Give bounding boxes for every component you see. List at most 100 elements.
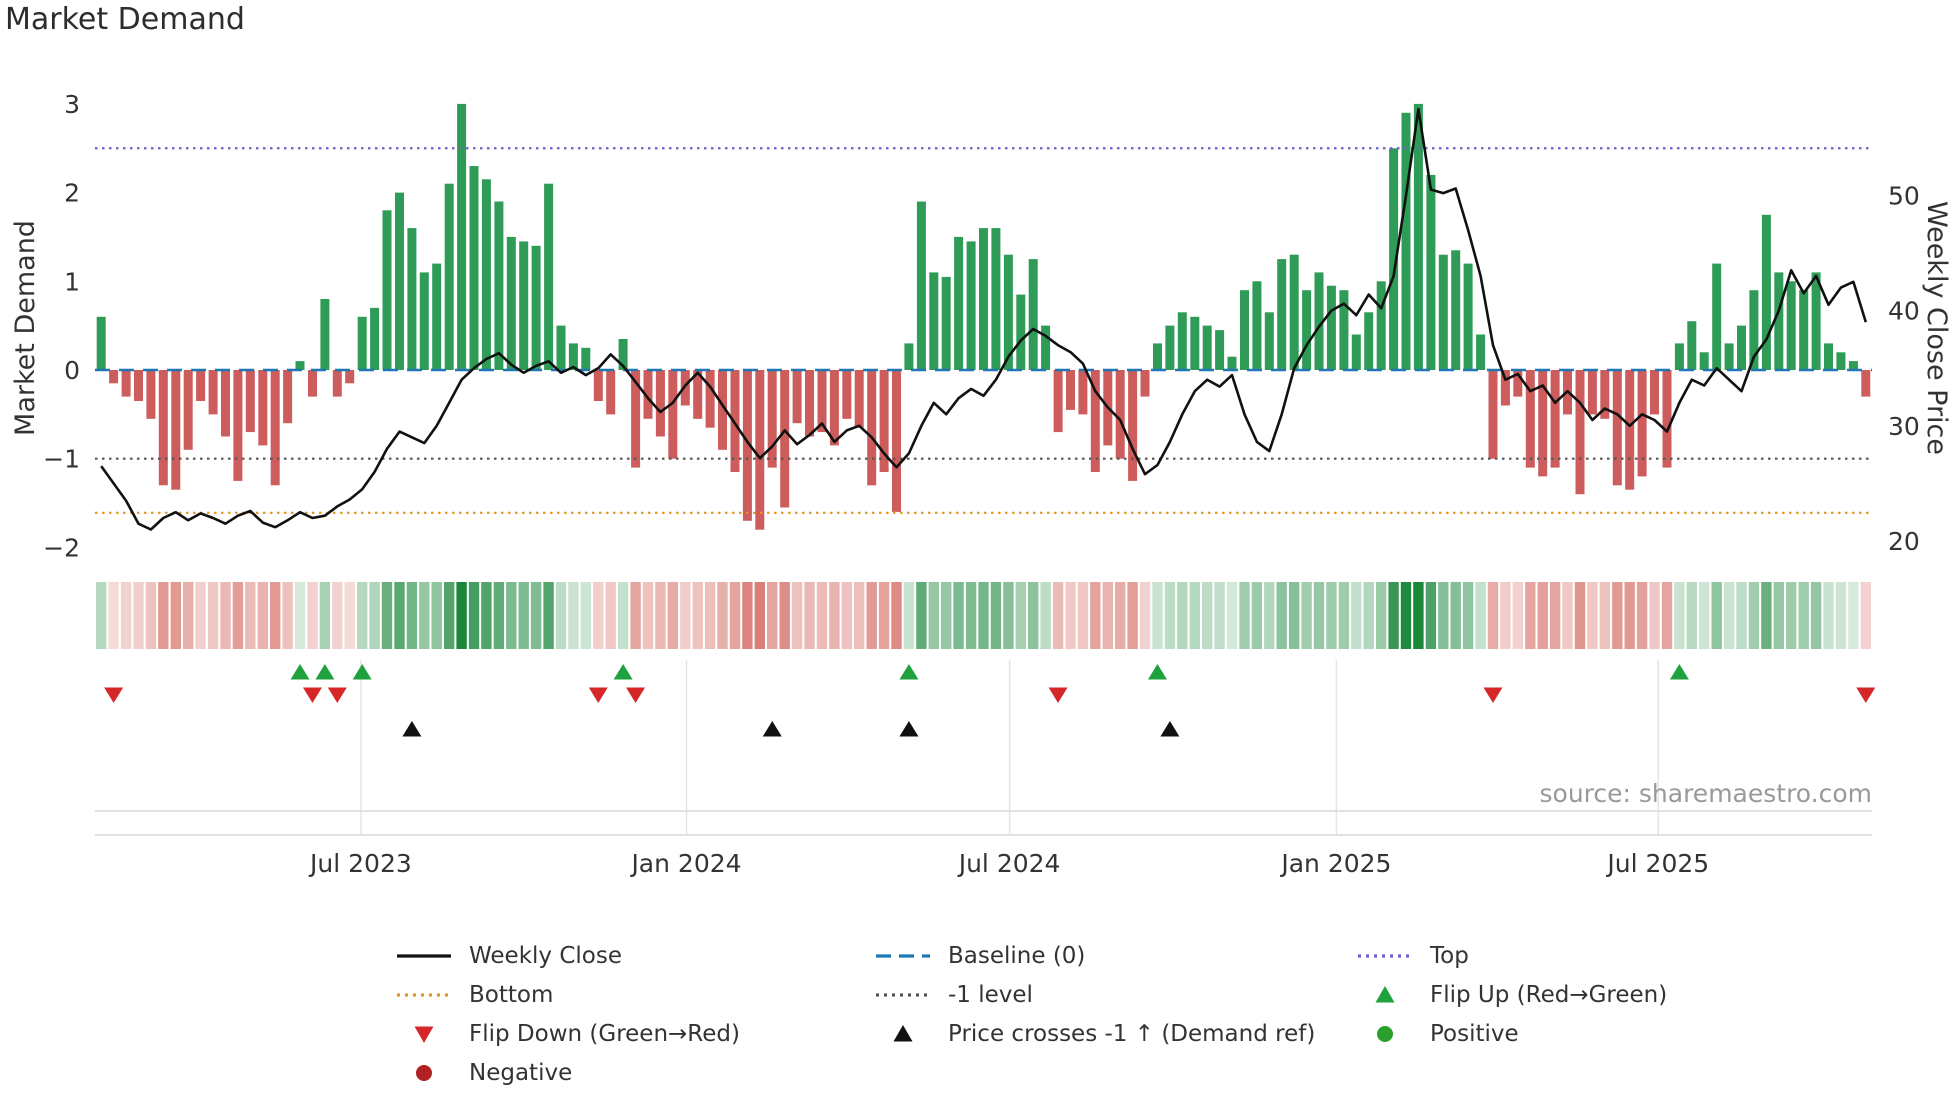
demand-bar (1650, 370, 1659, 415)
demand-bar (842, 370, 852, 419)
heatmap-cell (1574, 582, 1586, 649)
demand-bar (1165, 325, 1175, 370)
heatmap-cell (1202, 582, 1213, 649)
demand-bar (668, 370, 678, 459)
demand-bar (457, 103, 467, 371)
positive-dot-icon (1377, 1025, 1393, 1042)
demand-bar (1836, 352, 1846, 370)
demand-bar (1128, 370, 1138, 481)
demand-bar (1799, 290, 1809, 370)
heatmap-cell (518, 582, 529, 649)
heatmap-cell (96, 582, 107, 649)
heatmap-cell (1798, 582, 1809, 649)
heatmap-cell (530, 582, 542, 649)
demand-bar (805, 370, 814, 437)
heatmap-cell (1177, 582, 1188, 649)
heatmap-cell (1686, 582, 1697, 649)
demand-bar (432, 263, 442, 370)
heatmap-cell (245, 582, 256, 649)
legend-column: Top Flip Up (Red→Green) Positive (1356, 936, 1667, 1053)
price-cross-markers (402, 721, 1180, 737)
demand-bar (593, 370, 603, 401)
legend-item: Bottom (395, 975, 740, 1014)
demand-bar (506, 236, 516, 370)
demand-bar (1115, 370, 1125, 459)
demand-bar (916, 201, 926, 370)
demand-bar (1016, 294, 1026, 370)
demand-bar (1637, 370, 1647, 477)
heatmap-cell (1462, 582, 1474, 649)
heatmap-cell (829, 582, 840, 649)
legend-label: Positive (1430, 1020, 1519, 1047)
demand-bar (1712, 263, 1722, 370)
heatmap-cell (207, 582, 219, 649)
heatmap-cell (555, 582, 567, 649)
y-axis-left-ticks: 3 2 1 0 −1 −2 (43, 90, 80, 563)
demand-bar (531, 245, 541, 370)
heatmap-cell (593, 582, 604, 649)
heatmap-cell (294, 582, 306, 649)
y-axis-left-tick: −1 (43, 445, 80, 474)
heatmap-cell (319, 582, 331, 649)
flip-up-triangle-icon (1147, 664, 1167, 680)
heatmap-cell (133, 582, 144, 649)
heatmap-cell (692, 582, 703, 649)
legend-label: Flip Down (Green→Red) (469, 1020, 740, 1047)
flip-up-triangle-icon (290, 664, 310, 680)
heatmap-cell (220, 582, 231, 649)
x-axis-ticks: Jul 2023 Jan 2024 Jul 2024 Jan 2025 Jul 2025 (308, 849, 1709, 878)
heatmap-cell (1500, 582, 1511, 649)
heatmap-cell (630, 582, 641, 649)
demand-bar (1786, 281, 1796, 370)
demand-bar (1525, 370, 1535, 468)
heatmap-cell (145, 582, 157, 649)
flip-down-markers (104, 687, 1876, 703)
heatmap-cell (1127, 582, 1138, 649)
heatmap-cell (642, 582, 654, 649)
demand-bar (1761, 214, 1771, 370)
flip-down-triangle-icon (327, 687, 347, 703)
heatmap-cell (1115, 582, 1126, 649)
demand-bar (283, 370, 293, 424)
demand-bar (1066, 370, 1075, 410)
heatmap-cell (928, 582, 939, 649)
heatmap-cell (1239, 582, 1250, 649)
demand-bar (1687, 321, 1697, 370)
heatmap-cell (1102, 582, 1113, 649)
heatmap-cell (1226, 582, 1238, 649)
heatmap-cell (1065, 582, 1076, 649)
legend-label: Bottom (469, 981, 554, 1008)
demand-bar (892, 370, 901, 512)
demand-bar (680, 370, 690, 406)
heatmap-cell (1711, 582, 1722, 649)
chart-title: Market Demand (5, 2, 245, 37)
heatmap-cell (729, 582, 741, 649)
demand-bar (1662, 370, 1672, 468)
demand-bar (258, 370, 268, 446)
heatmap-cell (617, 582, 629, 649)
demand-bar (1376, 281, 1386, 370)
flip-down-triangle-icon (626, 687, 646, 703)
heatmap-cell (1599, 582, 1610, 649)
demand-bar (1476, 334, 1486, 370)
heatmap-cell (506, 582, 517, 649)
demand-bar (1140, 370, 1150, 397)
demand-bar (742, 370, 752, 521)
demand-bar (382, 210, 392, 370)
legend-item: -1 level (874, 975, 1315, 1014)
heatmap-cell (120, 582, 132, 649)
demand-bar (469, 166, 479, 370)
flip-down-triangle-icon (414, 1026, 434, 1043)
demand-bar (1277, 259, 1287, 370)
heatmap-cell (1748, 582, 1760, 649)
demand-bar (544, 183, 554, 370)
heatmap-cell (1537, 582, 1548, 649)
demand-bar (904, 343, 914, 370)
flip-down-triangle-icon (1048, 687, 1068, 703)
demand-bar (1438, 254, 1448, 370)
heatmap-cell (1052, 582, 1064, 649)
heatmap-cell (1251, 582, 1263, 649)
demand-bar (854, 370, 864, 428)
demand-bar (357, 316, 367, 370)
demand-bar (1240, 290, 1249, 370)
